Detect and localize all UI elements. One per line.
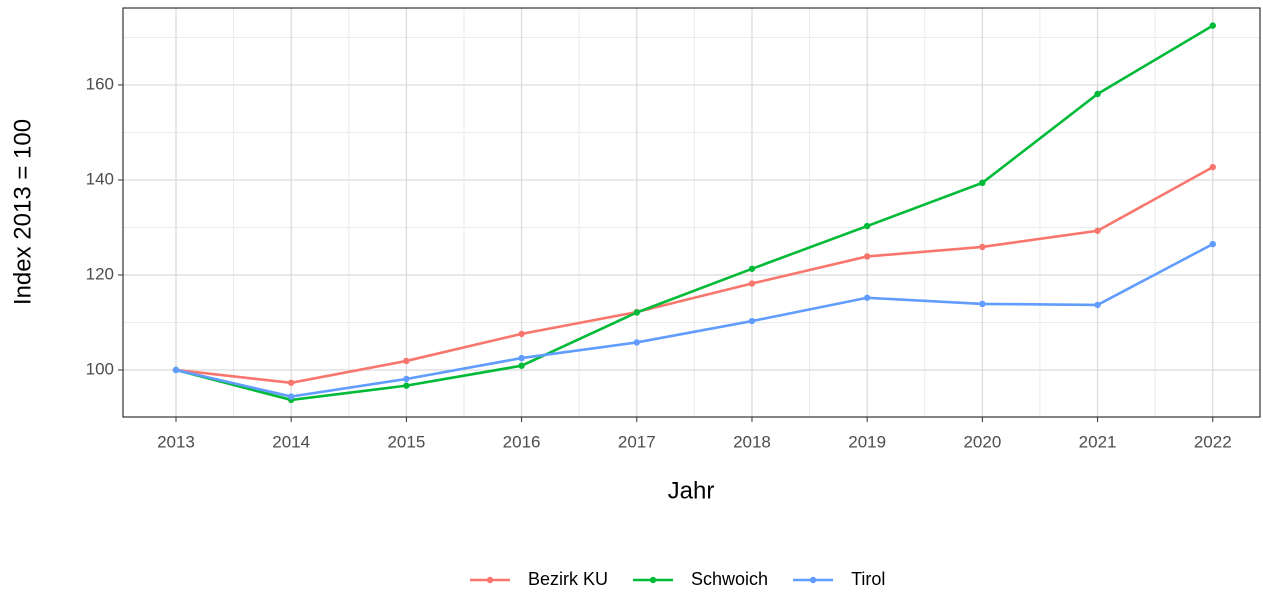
x-tick-label: 2019 (848, 432, 886, 451)
x-tick-label: 2016 (503, 432, 541, 451)
point (863, 294, 871, 301)
point (172, 366, 180, 374)
y-tick-label: 120 (86, 264, 114, 283)
point (633, 309, 640, 316)
point (1094, 90, 1101, 98)
legend-label: Schwoich (691, 569, 768, 589)
x-tick-label: 2020 (963, 432, 1001, 451)
legend-key-point (486, 576, 494, 584)
legend-label: Bezirk KU (528, 569, 608, 589)
point (518, 362, 525, 369)
point (748, 265, 756, 272)
legend-label: Tirol (851, 569, 885, 589)
point (1094, 227, 1101, 234)
x-tick-label: 2017 (618, 432, 656, 451)
panel-border (122, 7, 1261, 418)
point (1094, 301, 1101, 309)
x-tick-label: 2021 (1079, 432, 1117, 451)
x-tick-label: 2022 (1194, 432, 1232, 451)
point (403, 357, 410, 365)
line (175, 242, 1214, 398)
point (287, 379, 295, 386)
point (403, 382, 410, 389)
point (518, 354, 525, 362)
x-tick-label: 2013 (157, 432, 195, 451)
point (863, 222, 871, 230)
point (979, 300, 986, 308)
x-tick-label: 2015 (387, 432, 425, 451)
line (175, 24, 1214, 402)
point (863, 253, 871, 260)
y-tick-label: 140 (86, 169, 114, 188)
legend-key-point (649, 576, 657, 584)
point (979, 179, 986, 187)
point (748, 280, 756, 287)
y-axis-title: Index 2013 = 100 (9, 119, 36, 305)
y-tick-label: 160 (86, 74, 114, 93)
x-tick-label: 2018 (733, 432, 771, 451)
point (1209, 163, 1216, 171)
legend-key-point (809, 576, 817, 584)
x-tick-label: 2014 (272, 432, 310, 451)
point (287, 393, 295, 400)
line (175, 165, 1214, 385)
point (748, 317, 756, 325)
point (633, 339, 640, 346)
y-tick-label: 100 (86, 359, 114, 378)
point (1209, 22, 1216, 29)
point (979, 243, 986, 251)
point (403, 375, 410, 383)
point (1209, 240, 1216, 248)
x-axis-title: Jahr (668, 477, 715, 504)
point (518, 330, 525, 338)
